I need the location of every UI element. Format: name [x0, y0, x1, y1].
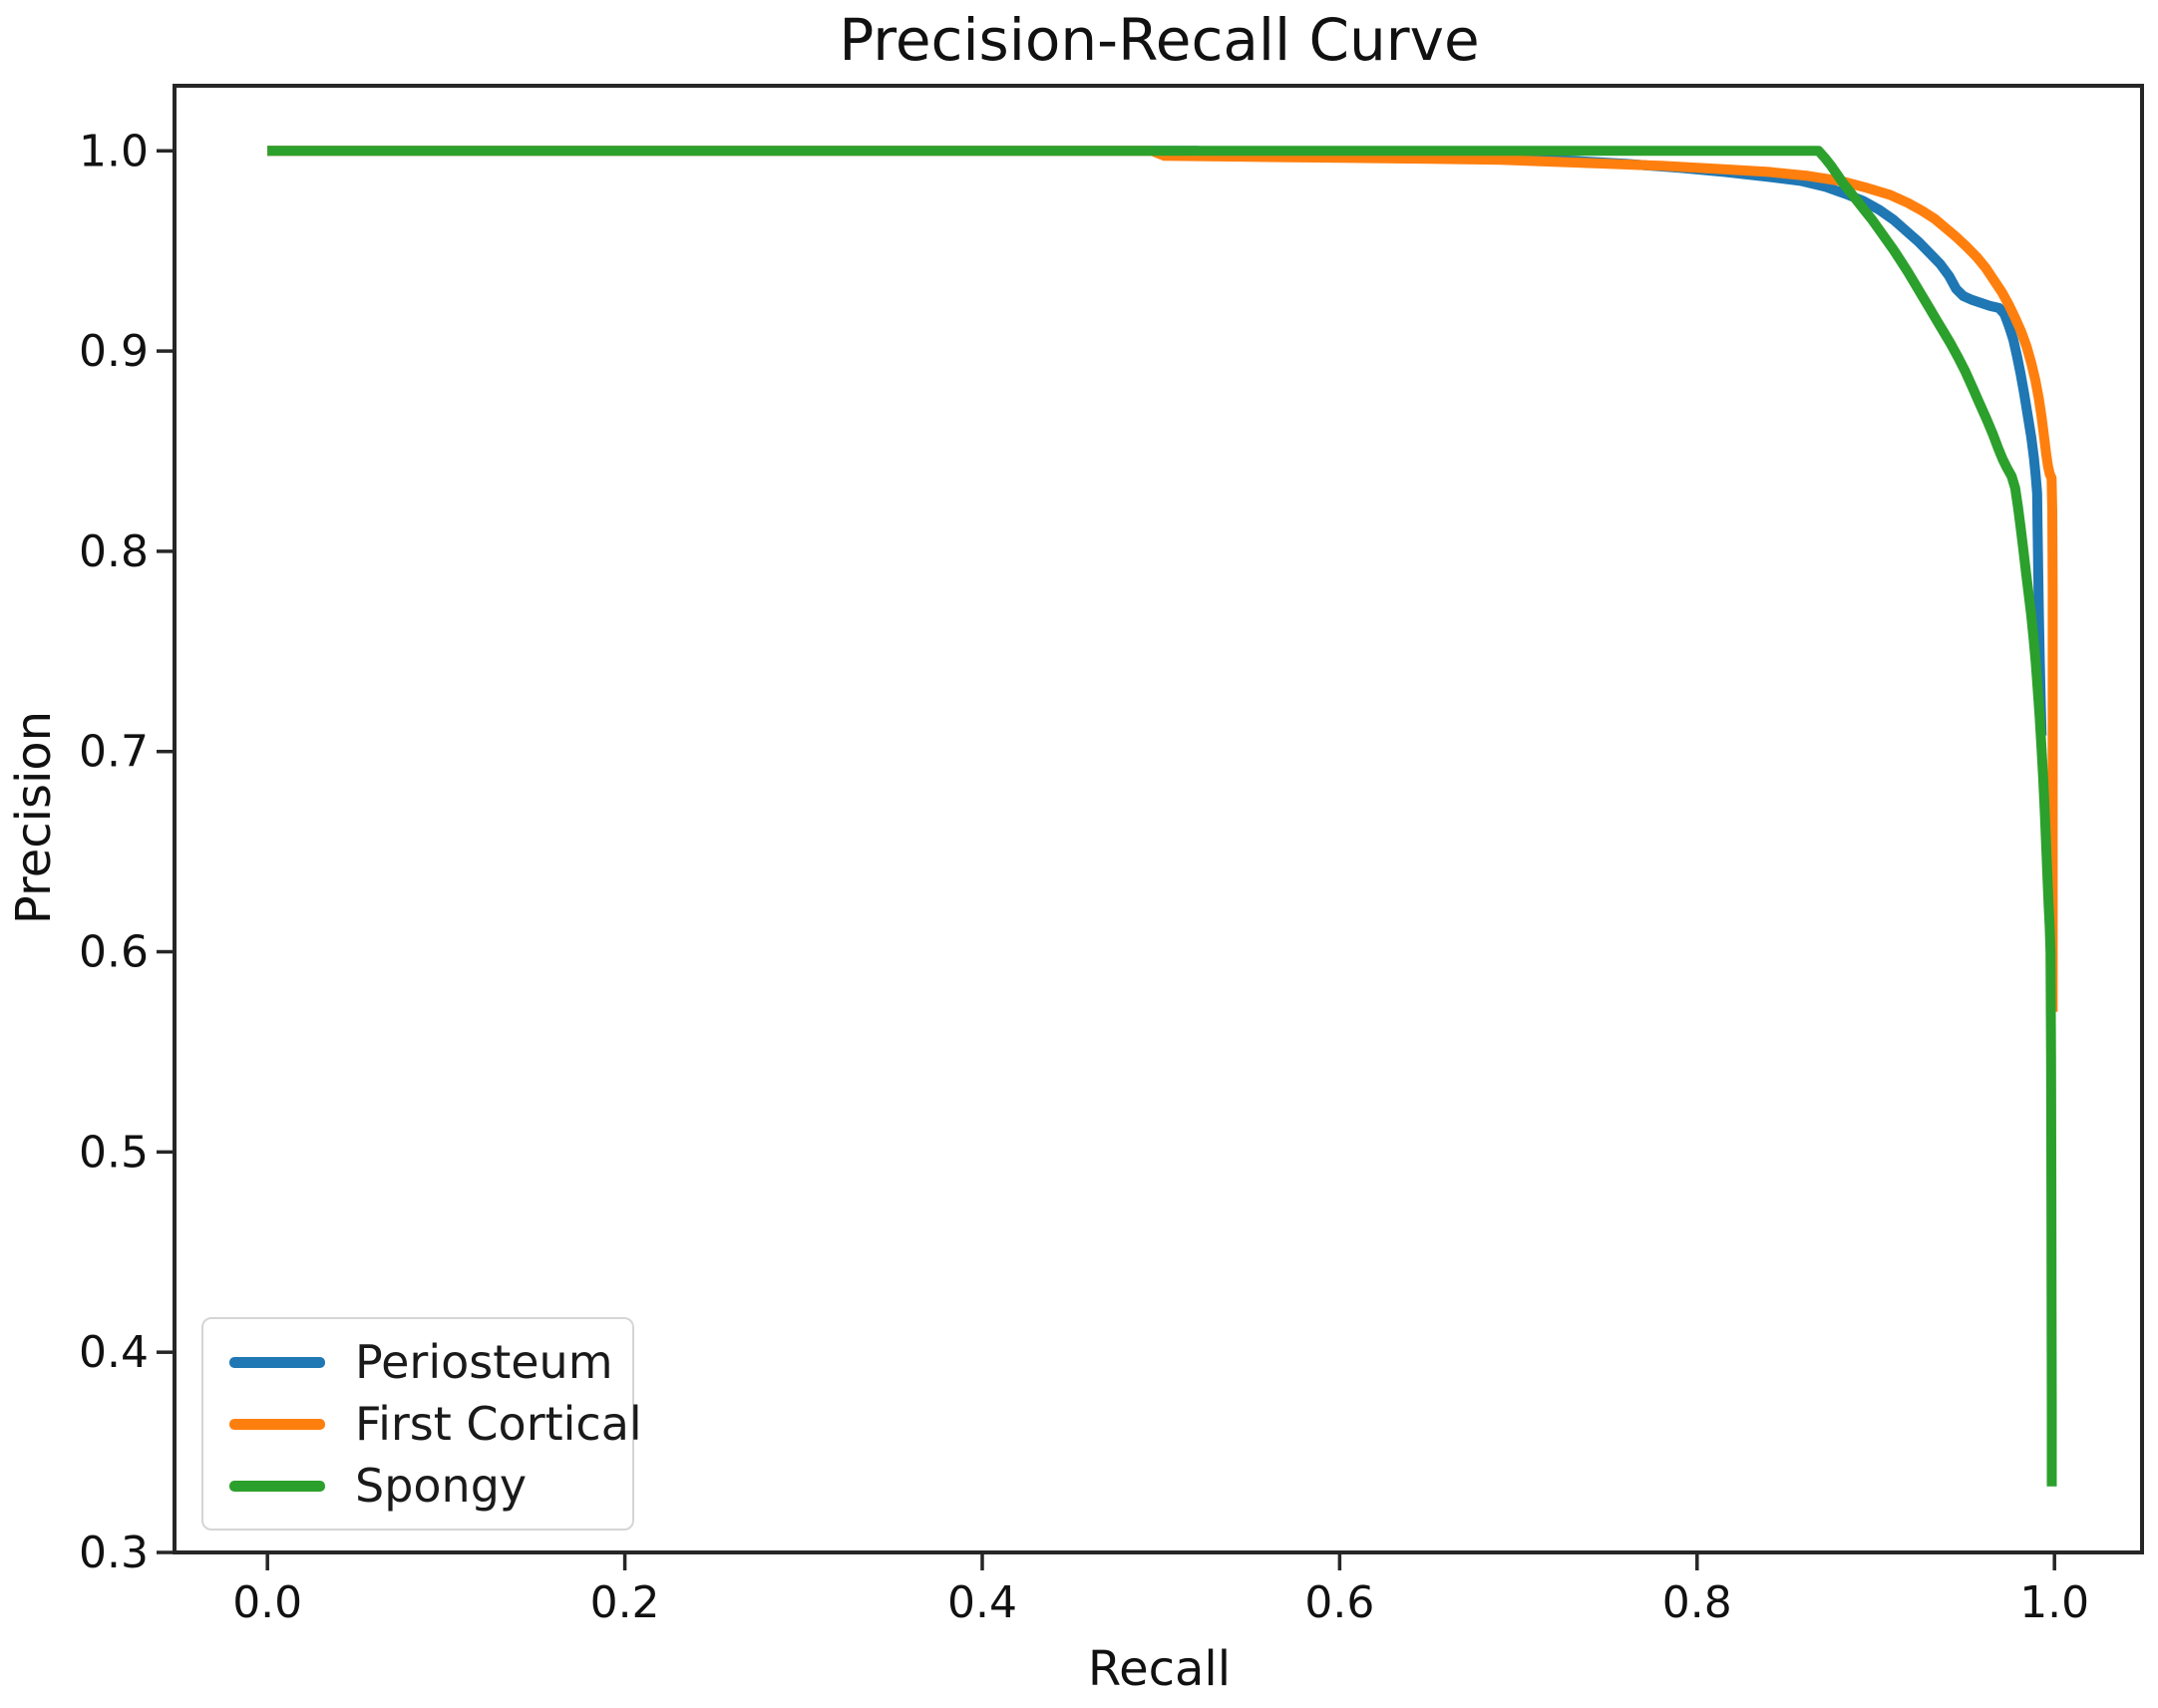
legend-item-periosteum: Periosteum — [203, 1335, 632, 1389]
y-tick-label: 0.5 — [79, 1127, 149, 1178]
chart-title: Precision-Recall Curve — [839, 6, 1480, 74]
x-axis-label: Recall — [1087, 1641, 1232, 1697]
legend-label-periosteum: Periosteum — [355, 1335, 613, 1389]
legend: Periosteum First Cortical Spongy — [201, 1317, 642, 1531]
y-tick-label: 0.4 — [79, 1327, 149, 1378]
y-tick-label: 0.6 — [79, 927, 149, 978]
x-tick-label: 1.0 — [2019, 1577, 2089, 1628]
x-tick-label: 0.8 — [1662, 1577, 1732, 1628]
legend-line-sample-first-cortical — [229, 1418, 325, 1430]
series-line-first-cortical — [267, 146, 2058, 1012]
y-tick-label: 0.7 — [79, 727, 149, 778]
x-tick-label: 0.0 — [232, 1577, 302, 1628]
legend-item-first-cortical: First Cortical — [203, 1397, 642, 1451]
x-tick-label: 0.4 — [947, 1577, 1017, 1628]
legend-label-first-cortical: First Cortical — [355, 1397, 642, 1451]
legend-item-spongy: Spongy — [203, 1459, 632, 1513]
legend-line-sample-periosteum — [229, 1356, 325, 1368]
series-lines — [267, 146, 2058, 1487]
x-tick-label: 0.2 — [590, 1577, 660, 1628]
series-line-periosteum — [267, 146, 2047, 736]
legend-line-sample-spongy — [229, 1480, 325, 1492]
legend-label-spongy: Spongy — [355, 1459, 528, 1513]
y-axis-ticks: 0.3 0.4 0.5 0.6 0.7 0.8 0.9 1.0 — [79, 126, 173, 1578]
x-axis-ticks: 0.0 0.2 0.4 0.6 0.8 1.0 — [232, 1554, 2089, 1628]
plot-area-frame — [173, 84, 2144, 1554]
x-tick-label: 0.6 — [1304, 1577, 1374, 1628]
y-tick-label: 1.0 — [79, 126, 149, 176]
y-tick-label: 0.8 — [79, 526, 149, 577]
y-axis-label: Precision — [6, 710, 62, 925]
y-tick-label: 0.3 — [79, 1528, 149, 1578]
series-line-spongy — [267, 146, 2057, 1487]
y-tick-label: 0.9 — [79, 326, 149, 377]
